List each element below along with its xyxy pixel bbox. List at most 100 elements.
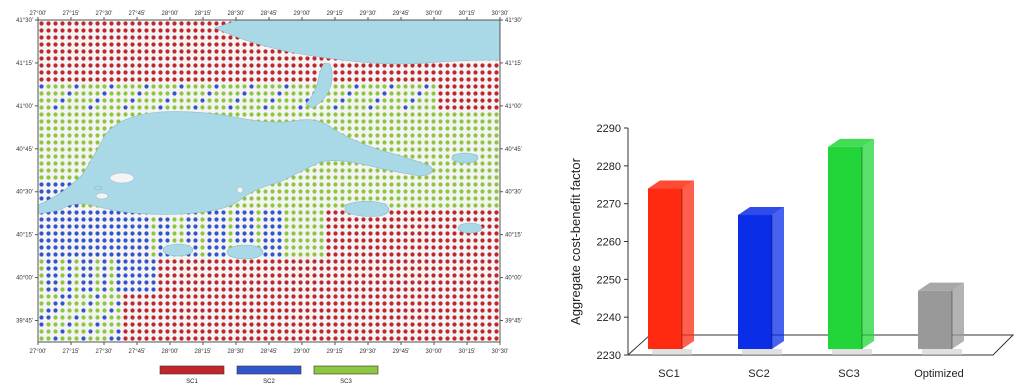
map-dot (480, 154, 485, 159)
map-dot (221, 224, 226, 229)
map-dot (214, 273, 219, 278)
map-dot (60, 301, 65, 306)
map-dot (333, 175, 338, 180)
map-dot (459, 287, 464, 292)
map-dot (214, 245, 219, 250)
map-dot (144, 252, 149, 257)
map-dot (438, 168, 443, 173)
map-dot (53, 273, 58, 278)
map-dot (312, 336, 317, 341)
map-dot (382, 273, 387, 278)
map-dot (410, 329, 415, 334)
map-dot (494, 133, 499, 138)
map-dot (340, 112, 345, 117)
map-dot (214, 252, 219, 257)
map-dot (60, 133, 65, 138)
map-dot (354, 322, 359, 327)
map-dot (403, 189, 408, 194)
map-dot (431, 301, 436, 306)
map-dot (67, 105, 72, 110)
map-dot (347, 189, 352, 194)
map-dot (221, 287, 226, 292)
map-dot (172, 56, 177, 61)
map-dot (354, 294, 359, 299)
map-dot (424, 245, 429, 250)
map-dot (382, 322, 387, 327)
map-dot (81, 112, 86, 117)
map-dot (207, 56, 212, 61)
map-dot (67, 217, 72, 222)
map-dot (39, 315, 44, 320)
map-dot (431, 77, 436, 82)
y-tick-label: 2290 (597, 123, 621, 135)
map-dot (494, 112, 499, 117)
map-dot (445, 210, 450, 215)
map-dot (333, 308, 338, 313)
map-x-tick-label-top: 27°45' (129, 11, 146, 17)
map-dot (410, 315, 415, 320)
map-dot (368, 259, 373, 264)
map-dot (473, 294, 478, 299)
map-dot (228, 98, 233, 103)
map-dot (410, 273, 415, 278)
map-dot (480, 217, 485, 222)
map-dot (319, 245, 324, 250)
map-dot (53, 147, 58, 152)
map-x-tick-label-top: 28°00' (162, 11, 179, 17)
map-dot (67, 301, 72, 306)
map-dot (340, 287, 345, 292)
map-dot (298, 56, 303, 61)
map-dot (382, 63, 387, 68)
map-dot (298, 280, 303, 285)
map-dot (340, 175, 345, 180)
map-dot (347, 322, 352, 327)
map-dot (473, 196, 478, 201)
map-dot (326, 287, 331, 292)
map-dot (109, 259, 114, 264)
y-tick-label: 2260 (597, 237, 621, 249)
map-dot (277, 210, 282, 215)
map-dot (340, 266, 345, 271)
map-dot (109, 21, 114, 26)
map-y-tick-label-left: 39°45' (16, 319, 33, 325)
map-dot (368, 336, 373, 341)
map-dot (403, 70, 408, 75)
map-dot (102, 266, 107, 271)
map-dot (130, 315, 135, 320)
map-dot (382, 196, 387, 201)
map-dot (228, 259, 233, 264)
map-dot (438, 224, 443, 229)
map-dot (431, 287, 436, 292)
map-dot (291, 56, 296, 61)
map-dot (95, 259, 100, 264)
map-dot (396, 63, 401, 68)
map-dot (60, 35, 65, 40)
map-dot (207, 21, 212, 26)
map-dot (270, 266, 275, 271)
map-dot (46, 161, 51, 166)
map-dot (466, 133, 471, 138)
map-dot (130, 217, 135, 222)
map-dot (305, 203, 310, 208)
map-dot (438, 322, 443, 327)
map-dot (263, 252, 268, 257)
map-dot (39, 35, 44, 40)
map-dot (438, 217, 443, 222)
map-dot (74, 35, 79, 40)
map-dot (235, 63, 240, 68)
map-dot (228, 322, 233, 327)
map-dot (123, 112, 128, 117)
map-dot (263, 217, 268, 222)
map-dot (165, 21, 170, 26)
map-dot (172, 259, 177, 264)
map-dot (319, 301, 324, 306)
map-dot (88, 119, 93, 124)
map-dot (46, 42, 51, 47)
map-dot (340, 294, 345, 299)
map-dot (424, 294, 429, 299)
map-dot (88, 91, 93, 96)
map-dot (60, 28, 65, 33)
map-dot (277, 280, 282, 285)
map-dot (221, 56, 226, 61)
map-dot (438, 119, 443, 124)
